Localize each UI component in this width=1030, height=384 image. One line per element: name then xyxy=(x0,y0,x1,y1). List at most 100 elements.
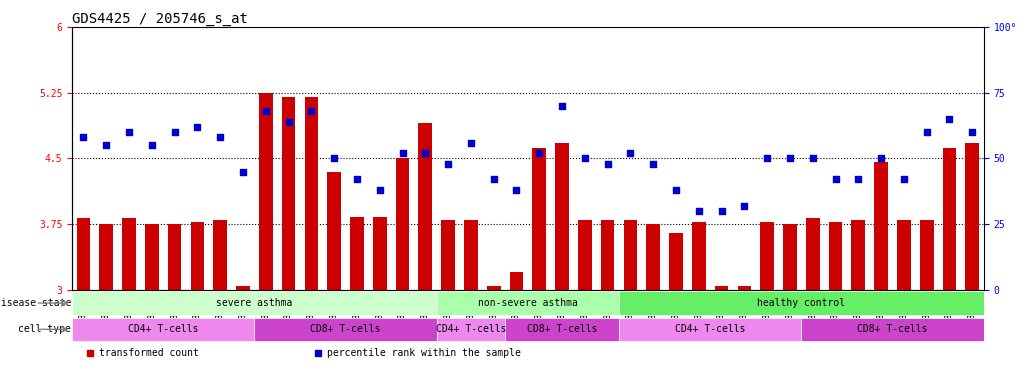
Point xyxy=(394,150,411,156)
Point xyxy=(782,155,798,161)
Text: non-severe asthma: non-severe asthma xyxy=(478,298,578,308)
FancyBboxPatch shape xyxy=(437,291,619,315)
Bar xyxy=(100,224,113,290)
Point xyxy=(258,108,274,114)
Point xyxy=(280,119,297,125)
Point xyxy=(964,129,981,135)
Point xyxy=(872,155,889,161)
Text: CD8+ T-cells: CD8+ T-cells xyxy=(857,324,928,334)
Text: cell type: cell type xyxy=(19,324,71,334)
Bar xyxy=(76,218,91,290)
Point xyxy=(508,187,524,193)
Bar xyxy=(236,286,250,290)
Bar xyxy=(328,172,341,290)
Bar xyxy=(418,123,433,290)
Bar xyxy=(647,224,660,290)
Bar xyxy=(897,220,911,290)
Bar xyxy=(715,286,728,290)
Point xyxy=(98,142,114,148)
Point xyxy=(190,124,206,130)
Point xyxy=(554,103,571,109)
FancyBboxPatch shape xyxy=(72,318,254,341)
Bar xyxy=(350,217,364,290)
Point xyxy=(714,208,730,214)
Bar xyxy=(213,220,227,290)
FancyBboxPatch shape xyxy=(619,291,984,315)
Point xyxy=(599,161,616,167)
Point xyxy=(736,203,753,209)
Bar xyxy=(829,222,843,290)
Point xyxy=(462,139,479,146)
Bar xyxy=(373,217,386,290)
Point xyxy=(417,150,434,156)
Point xyxy=(349,176,366,182)
Point xyxy=(804,155,821,161)
Bar xyxy=(737,286,751,290)
Bar xyxy=(783,224,797,290)
Bar xyxy=(168,224,181,290)
Point xyxy=(827,176,844,182)
Text: healthy control: healthy control xyxy=(757,298,846,308)
Text: GDS4425 / 205746_s_at: GDS4425 / 205746_s_at xyxy=(72,12,248,26)
Point xyxy=(372,187,388,193)
Bar xyxy=(441,220,455,290)
Bar xyxy=(305,97,318,290)
Text: percentile rank within the sample: percentile rank within the sample xyxy=(328,348,521,358)
Point xyxy=(440,161,456,167)
Bar xyxy=(600,220,615,290)
Bar xyxy=(805,218,820,290)
Point xyxy=(235,169,251,175)
Bar xyxy=(282,97,296,290)
Point xyxy=(850,176,866,182)
Bar xyxy=(670,233,683,290)
Bar xyxy=(533,148,546,290)
FancyBboxPatch shape xyxy=(254,318,437,341)
Bar xyxy=(259,93,273,290)
FancyBboxPatch shape xyxy=(619,318,801,341)
Point xyxy=(690,208,707,214)
Bar xyxy=(942,148,956,290)
Point xyxy=(896,176,913,182)
Bar xyxy=(760,222,774,290)
Point xyxy=(645,161,661,167)
Text: transformed count: transformed count xyxy=(100,348,200,358)
Point xyxy=(121,129,137,135)
Point xyxy=(212,134,229,141)
FancyBboxPatch shape xyxy=(801,318,984,341)
Bar xyxy=(920,220,933,290)
Text: CD8+ T-cells: CD8+ T-cells xyxy=(526,324,597,334)
Point xyxy=(167,129,183,135)
Point xyxy=(941,116,958,122)
Bar xyxy=(965,142,980,290)
Bar xyxy=(852,220,865,290)
Point xyxy=(75,134,92,141)
Bar xyxy=(555,142,569,290)
Text: CD8+ T-cells: CD8+ T-cells xyxy=(310,324,381,334)
FancyBboxPatch shape xyxy=(437,318,505,341)
FancyBboxPatch shape xyxy=(72,291,437,315)
Point xyxy=(531,150,548,156)
Text: CD4+ T-cells: CD4+ T-cells xyxy=(675,324,746,334)
Bar xyxy=(692,222,706,290)
Text: CD4+ T-cells: CD4+ T-cells xyxy=(436,324,506,334)
Bar xyxy=(123,218,136,290)
Point xyxy=(622,150,639,156)
Bar xyxy=(578,220,591,290)
Bar xyxy=(465,220,478,290)
Text: severe asthma: severe asthma xyxy=(216,298,293,308)
Bar xyxy=(145,224,159,290)
Point xyxy=(325,155,342,161)
Point xyxy=(919,129,935,135)
Bar xyxy=(623,220,638,290)
Point xyxy=(577,155,593,161)
FancyBboxPatch shape xyxy=(505,318,619,341)
Bar xyxy=(487,286,501,290)
Text: CD4+ T-cells: CD4+ T-cells xyxy=(128,324,199,334)
Point xyxy=(667,187,684,193)
Bar xyxy=(396,158,409,290)
Text: disease state: disease state xyxy=(0,298,71,308)
Point xyxy=(143,142,160,148)
Bar xyxy=(510,272,523,290)
Point xyxy=(485,176,502,182)
Bar xyxy=(874,162,888,290)
